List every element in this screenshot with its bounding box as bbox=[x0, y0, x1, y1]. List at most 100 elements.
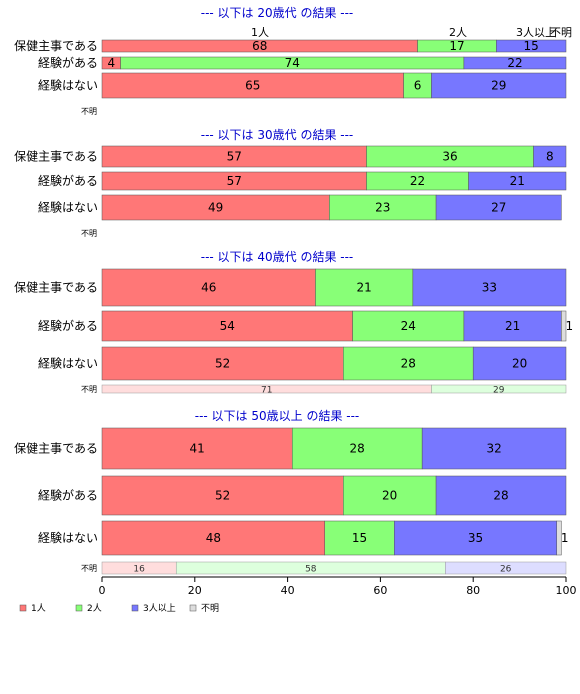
unknown-row: 不明 bbox=[81, 107, 97, 116]
unknown-row-label: 不明 bbox=[81, 107, 97, 116]
bar-segment bbox=[472, 346, 567, 381]
bar-row: 経験がある 52 20 28 bbox=[38, 475, 567, 516]
data-label: 41 bbox=[189, 442, 204, 456]
data-label: 52 bbox=[215, 357, 230, 371]
column-header-4: 不明 bbox=[550, 26, 572, 39]
data-label: 28 bbox=[401, 357, 416, 371]
data-label: 1 bbox=[566, 319, 574, 333]
data-label: 21 bbox=[357, 281, 372, 295]
bar-segment bbox=[468, 171, 567, 191]
data-label: 27 bbox=[491, 201, 506, 215]
x-tick-label: 60 bbox=[373, 584, 387, 597]
data-label: 65 bbox=[245, 79, 260, 93]
data-label: 29 bbox=[491, 79, 506, 93]
bar-segment bbox=[101, 520, 325, 556]
bar-segment bbox=[403, 72, 432, 99]
bar-row: 保健主事である 41 28 32 bbox=[14, 427, 567, 470]
bar-row: 経験はない 65 6 29 bbox=[38, 72, 567, 99]
data-label: 22 bbox=[507, 56, 522, 70]
data-label: 48 bbox=[206, 531, 221, 545]
bar-segment bbox=[435, 475, 567, 516]
row-label: 経験がある bbox=[38, 55, 98, 70]
data-label: 52 bbox=[215, 489, 230, 503]
bar-segment bbox=[101, 310, 353, 342]
unknown-data-label: 26 bbox=[500, 565, 512, 575]
bar-row: 経験はない 52 28 20 bbox=[38, 346, 567, 381]
unknown-data-label: 16 bbox=[133, 565, 145, 575]
data-label: 15 bbox=[524, 39, 539, 53]
legend-swatch bbox=[131, 604, 139, 612]
x-tick-label: 80 bbox=[466, 584, 480, 597]
row-label: 経験がある bbox=[38, 173, 98, 188]
legend: 1人 2人 3人以上 不明 bbox=[19, 603, 219, 614]
bar-row: 保健主事である 68 17 15 bbox=[14, 39, 567, 53]
bar-row: 経験がある 57 22 21 bbox=[38, 171, 567, 191]
column-header-2: 2人 bbox=[449, 26, 467, 39]
data-label: 36 bbox=[442, 150, 457, 164]
bar-segment bbox=[324, 520, 395, 556]
legend-swatch bbox=[19, 604, 27, 612]
x-axis: 0 20 40 60 80 100 bbox=[99, 576, 577, 597]
legend-label: 不明 bbox=[201, 603, 219, 614]
data-label: 74 bbox=[285, 56, 300, 70]
data-label: 28 bbox=[493, 489, 508, 503]
bar-segment bbox=[101, 475, 344, 516]
legend-item: 3人以上 bbox=[131, 603, 176, 614]
panel-title: --- 以下は 30歳代 の結果 --- bbox=[201, 128, 354, 142]
bar-segment bbox=[412, 268, 567, 307]
panel-title: --- 以下は 50歳以上 の結果 --- bbox=[195, 409, 360, 423]
panel-title: --- 以下は 20歳代 の結果 --- bbox=[201, 6, 354, 20]
data-label: 21 bbox=[505, 319, 520, 333]
data-label: 49 bbox=[208, 201, 223, 215]
bar-row: 保健主事である 57 36 8 bbox=[14, 145, 567, 168]
unknown-row: 不明 71 29 bbox=[81, 384, 567, 396]
data-label: 1 bbox=[561, 531, 569, 545]
row-label: 保健主事である bbox=[14, 281, 98, 295]
bar-segment bbox=[435, 194, 562, 221]
bar-segment bbox=[315, 268, 414, 307]
legend-label: 2人 bbox=[87, 603, 102, 614]
bar-segment bbox=[463, 56, 567, 70]
data-label: 57 bbox=[227, 174, 242, 188]
unknown-row-label: 不明 bbox=[81, 385, 97, 394]
row-label: 保健主事である bbox=[14, 150, 98, 164]
bar-segment bbox=[343, 346, 474, 381]
data-label: 6 bbox=[414, 79, 422, 93]
bar-segment bbox=[533, 145, 567, 168]
row-label: 経験がある bbox=[38, 318, 98, 333]
bar-segment bbox=[101, 268, 316, 307]
row-label: 経験はない bbox=[38, 356, 98, 371]
bar-segment bbox=[556, 520, 562, 556]
unknown-row-label: 不明 bbox=[81, 229, 97, 238]
data-label: 20 bbox=[512, 357, 527, 371]
column-header-3: 3人以上 bbox=[516, 26, 556, 39]
x-tick-label: 40 bbox=[281, 584, 295, 597]
bar-row: 経験はない 49 23 27 bbox=[38, 194, 562, 221]
bar-segment bbox=[101, 427, 293, 470]
bar-row: 経験がある 54 24 21 1 bbox=[38, 310, 574, 342]
data-label: 22 bbox=[410, 174, 425, 188]
bar-row: 経験がある 4 74 22 bbox=[38, 55, 567, 70]
column-header-1: 1人 bbox=[251, 26, 269, 39]
bar-segment bbox=[561, 310, 567, 342]
row-label: 経験はない bbox=[38, 78, 98, 93]
bar-segment bbox=[343, 475, 437, 516]
x-tick-label: 100 bbox=[556, 584, 577, 597]
bar-segment bbox=[431, 72, 567, 99]
legend-label: 1人 bbox=[31, 603, 46, 614]
legend-label: 3人以上 bbox=[143, 603, 176, 614]
unknown-row-label: 不明 bbox=[81, 564, 97, 573]
unknown-segment bbox=[445, 561, 567, 575]
bar-segment bbox=[101, 194, 330, 221]
bar-segment bbox=[394, 520, 557, 556]
legend-item: 不明 bbox=[189, 603, 219, 614]
panel-4: --- 以下は 50歳以上 の結果 --- 保健主事である 41 28 32 経験がある 5… bbox=[14, 409, 568, 575]
bar-segment bbox=[329, 194, 437, 221]
panel-1: --- 以下は 20歳代 の結果 --- 保健主事である 68 17 15 経験がある 4 7… bbox=[14, 6, 567, 116]
row-label: 経験がある bbox=[38, 488, 98, 503]
row-label: 経験はない bbox=[38, 530, 98, 545]
data-label: 33 bbox=[482, 281, 497, 295]
row-label: 経験はない bbox=[38, 200, 98, 215]
bar-row: 保健主事である 46 21 33 bbox=[14, 268, 567, 307]
